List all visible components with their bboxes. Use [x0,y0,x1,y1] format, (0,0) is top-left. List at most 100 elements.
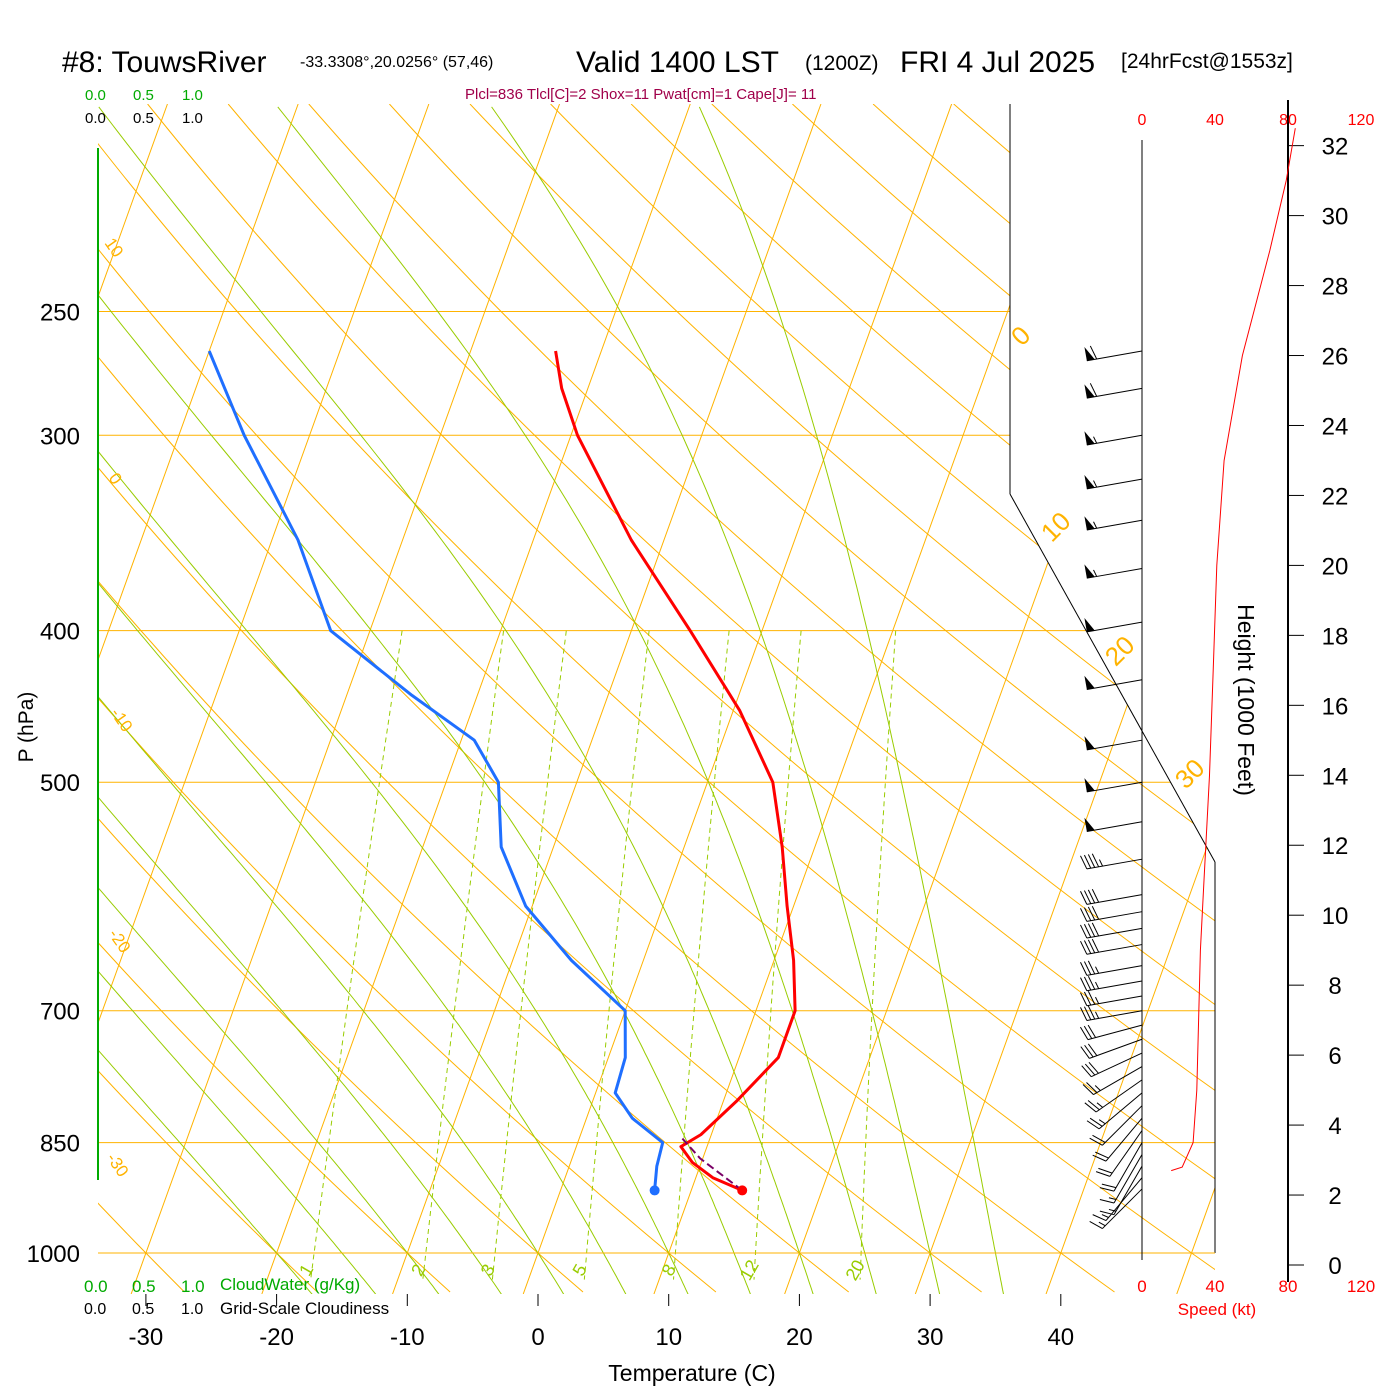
x-tick-label: 20 [786,1324,813,1351]
wind-barb-shaft [1086,995,1143,1007]
wind-barb-flag [1083,854,1092,869]
wind-barb-flag [1087,991,1096,1005]
mixing-ratio-line-5 [583,630,650,1280]
wind-barb-pennant [1084,564,1095,579]
mixing-ratio-label: 12 [735,1256,762,1283]
wind-barb-flag [1083,924,1092,938]
height-tick-label: 0 [1328,1253,1341,1280]
x-tick-label: 0 [531,1324,544,1351]
wind-barb-flag [1083,991,1092,1006]
wind-barb-pennant [1084,384,1095,399]
isotherm-40 [1045,104,1215,1294]
mixing-ratio-line-8 [673,630,730,1280]
wind-barb [1080,888,1143,905]
wind-barb-flag [1087,906,1096,921]
dry-adiabat-label: 0 [105,469,126,488]
wind-barb [1084,778,1143,793]
wind-barb-shaft [1086,911,1143,922]
wind-barb-half-flag [1096,1102,1103,1108]
wind-barb-flag [1083,1006,1092,1020]
plot-frame [97,100,1289,1282]
wind-barb-flag [1091,906,1100,920]
station-coords: -33.3308°,20.0256° (57,46) [300,54,493,71]
wind-barb [1089,1188,1143,1229]
y-axis-title: P (hPa) [15,692,38,763]
pressure-label: 1000 [27,1241,80,1268]
wind-barb [1092,1117,1143,1162]
wind-barb [1099,1154,1143,1204]
wind-barb-flag [1079,1026,1089,1040]
isotherm-label: 10 [1035,506,1077,548]
wind-barb-flag [1087,923,1096,937]
height-tick-label: 12 [1322,833,1349,860]
wind-barb [1080,960,1143,976]
pressure-label: 250 [40,299,80,326]
wind-barb-half-flag [1098,859,1104,867]
height-tick-label: 28 [1322,274,1349,301]
wind-barb-shaft [1086,927,1143,939]
wind-barb-flag [1087,1043,1098,1056]
wind-barb-flag [1092,1154,1107,1162]
dry-adiabat-150 [792,104,1215,1293]
wind-barb [1080,906,1143,922]
wind-barb-half-flag [1101,1214,1109,1218]
wind-barb-flag [1084,1063,1096,1076]
dry-adiabat-label: -30 [103,1149,133,1180]
height-tick-label: 10 [1322,903,1349,930]
wind-barb-half-flag [1093,436,1098,444]
wind-barb [1080,1005,1143,1021]
moist-adiabat-10 [98,106,691,1294]
station-name: #8: TouwsRiver [62,46,267,79]
wind-barb-shaft [1086,567,1143,579]
dry-adiabat-140 [711,104,1215,1293]
wind-barb-shaft [1113,1165,1143,1215]
dry-adiabat-220 [1357,104,1400,1292]
wind-barb-pennant [1084,346,1095,361]
surface-dewpoint-dot [649,1185,660,1196]
wind-barb [1086,1092,1143,1130]
pressure-label: 500 [40,770,80,797]
wind-barb [1092,1177,1143,1222]
isotherm--20 [261,104,691,1294]
wind-barb-flag [1088,1062,1099,1074]
wind-barb-shaft [1087,1024,1143,1041]
dry-adiabat-120 [550,104,1215,1293]
wind-barb-shaft [1109,1130,1143,1177]
wind-barb-flag [1080,977,1088,991]
wind-barb [1084,618,1143,633]
wind-barb-flag [1084,1102,1097,1113]
mixing-ratio-label: 3 [477,1261,499,1280]
wind-barb-flag [1091,922,1100,937]
wind-barb-flag [1101,1183,1117,1189]
wind-barb-flag [1080,891,1088,905]
wind-speed-bottom-label: 120 [1347,1277,1375,1296]
wind-barb-flag [1087,1024,1097,1038]
dry-adiabat-130 [630,104,1215,1293]
wind-barb-flag [1083,940,1092,954]
wind-barb-shaft [1086,894,1143,905]
wind-barb-shaft [1113,1142,1143,1192]
wind-barb-shaft [1086,621,1143,633]
isotherm-20 [784,104,1214,1294]
wind-barb-half-flag [1098,1119,1106,1125]
moist-adiabat--5 [98,106,506,1294]
x-tick-label: 10 [655,1324,682,1351]
wind-barb-half-flag [1095,996,1100,1004]
cloud-water-bottom-2: 1.0 [181,1277,205,1296]
wind-barb-shaft [1086,1010,1143,1021]
wind-speed-top-label: 0 [1138,112,1147,129]
wind-barb-shaft [1086,944,1143,955]
wind-barb-shaft [1113,1154,1143,1204]
cloud-water-top-1: 0.5 [133,87,154,104]
cloud-water-bottom-0: 0.0 [84,1277,108,1296]
wind-barb [1084,345,1143,362]
wind-barb-flag [1083,907,1092,921]
wind-barb-flag [1083,976,1092,991]
wind-speed-profile-line [1171,128,1296,1172]
wind-barb-flag [1084,1044,1094,1058]
wind-barb-flag [1087,854,1096,868]
forecast-info: [24hrFcst@1553z] [1121,50,1293,73]
wind-barb-flag [1099,1198,1115,1204]
wind-barb [1084,564,1143,579]
cloudiness-top-2: 1.0 [182,110,203,127]
